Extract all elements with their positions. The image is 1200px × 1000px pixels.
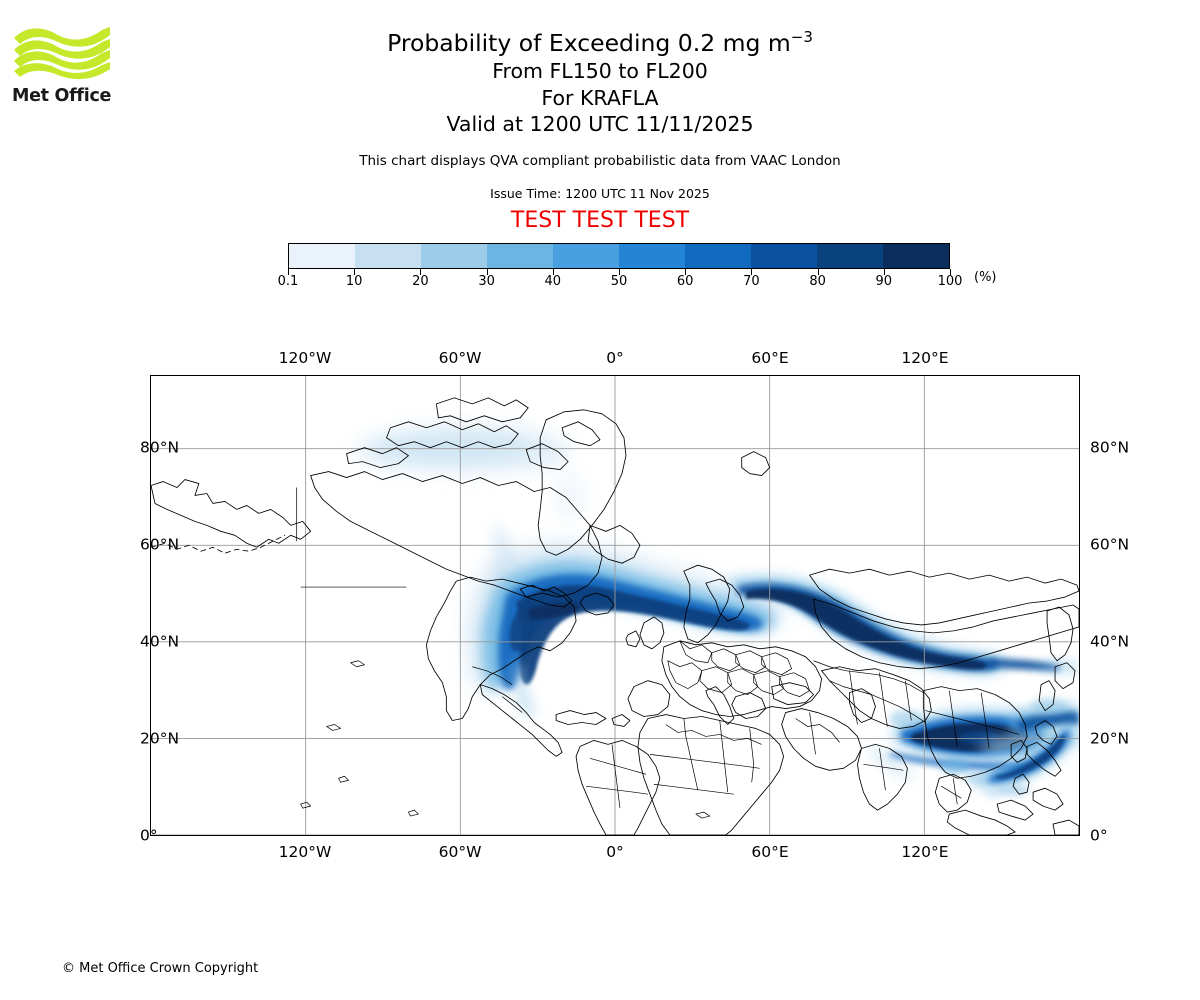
copyright-label: © Met Office Crown Copyright — [62, 961, 259, 976]
colorbar-tick-20 — [420, 269, 422, 275]
lat-tick-right-1: 60°N — [1090, 535, 1130, 554]
colorbar-band-8 — [817, 244, 883, 268]
page-title: Probability of Exceeding 0.2 mg m−3 — [0, 28, 1200, 58]
colorbar-tick-0.1 — [288, 269, 289, 275]
colorbar-bands — [288, 243, 950, 269]
flight-level-subtitle: From FL150 to FL200 — [492, 59, 708, 83]
valid-time-subtitle: Valid at 1200 UTC 11/11/2025 — [446, 112, 754, 136]
lon-tick-top-0: 120°W — [278, 349, 332, 367]
lon-tick-top-3: 60°E — [751, 349, 789, 367]
colorbar-band-9 — [883, 244, 949, 268]
colorbar-band-5 — [619, 244, 685, 268]
coastlines-layer — [151, 397, 1079, 835]
lon-tick-bottom-4: 120°E — [901, 843, 949, 861]
colorbar-tick-90 — [883, 269, 885, 275]
issue-time-label: Issue Time: 1200 UTC 11 Nov 2025 — [490, 185, 710, 201]
colorbar-band-2 — [421, 244, 487, 268]
lon-tick-bottom-0: 120°W — [278, 843, 332, 861]
colorbar-tick-40 — [552, 269, 554, 275]
colorbar-tick-label-80: 80 — [809, 274, 826, 289]
colorbar-tick-80 — [817, 269, 819, 275]
colorbar-tick-label-0.1: 0.1 — [277, 274, 299, 289]
lat-tick-right-4: 0° — [1090, 826, 1108, 845]
lon-tick-top-2: 0° — [606, 349, 624, 367]
probability-colorbar: 0.1 10 20 30 40 50 60 70 80 90 100 — [278, 243, 962, 289]
met-office-wave-icon — [14, 27, 110, 80]
colorbar-tick-label-20: 20 — [412, 274, 429, 289]
colorbar-band-6 — [685, 244, 751, 268]
volcano-subtitle: For KRAFLA — [541, 85, 659, 110]
colorbar-tick-50 — [619, 269, 620, 275]
colorbar-ticks — [288, 269, 951, 277]
colorbar-tick-label-90: 90 — [875, 274, 893, 289]
chart-title-block: Probability of Exceeding 0.2 mg m−3 From… — [0, 0, 1200, 234]
map-canvas — [151, 376, 1079, 835]
lat-tick-right-2: 40°N — [1090, 632, 1130, 651]
colorbar-band-7 — [751, 244, 817, 268]
met-office-logo: Met Office — [12, 22, 112, 114]
world-map-plot[interactable] — [150, 375, 1080, 836]
colorbar-tick-70 — [751, 269, 753, 275]
colorbar-band-3 — [487, 244, 553, 268]
colorbar-band-4 — [553, 244, 619, 268]
colorbar-tick-label-100: 100 — [937, 274, 963, 289]
main-title-text: Probability of Exceeding 0.2 mg m — [387, 29, 791, 57]
country-borders-layer — [296, 487, 1020, 809]
colorbar-band-0 — [289, 244, 355, 268]
qva-compliance-note: This chart displays QVA compliant probab… — [359, 152, 841, 169]
lon-tick-bottom-3: 60°E — [751, 843, 789, 861]
test-banner: TEST TEST TEST — [510, 207, 690, 233]
lon-tick-top-4: 120°E — [901, 349, 949, 367]
ash-probability-field — [355, 425, 1079, 799]
lat-tick-right-0: 80°N — [1090, 438, 1130, 457]
colorbar-tick-label-40: 40 — [544, 274, 562, 289]
colorbar-tick-label-30: 30 — [478, 274, 495, 289]
colorbar-tick-label-50: 50 — [610, 274, 628, 289]
colorbar-tick-label-70: 70 — [743, 274, 760, 289]
colorbar-tick-30 — [486, 269, 488, 275]
colorbar-band-1 — [355, 244, 421, 268]
lon-tick-top-1: 60°W — [438, 349, 482, 367]
lon-tick-bottom-2: 0° — [606, 843, 624, 861]
colorbar-tick-labels: 0.1 10 20 30 40 50 60 70 80 90 100 — [278, 274, 963, 292]
colorbar-unit-label: (%) — [974, 270, 997, 285]
lon-tick-bottom-1: 60°W — [438, 843, 482, 861]
colorbar-tick-60 — [685, 269, 687, 275]
colorbar-tick-100 — [950, 269, 951, 275]
map-gridlines — [151, 376, 1079, 835]
colorbar-tick-label-10: 10 — [345, 274, 363, 289]
main-title-exponent: −3 — [790, 28, 813, 47]
lat-tick-right-3: 20°N — [1090, 729, 1130, 748]
met-office-logo-text: Met Office — [12, 86, 112, 106]
colorbar-tick-10 — [354, 269, 356, 275]
colorbar-tick-label-60: 60 — [676, 274, 694, 289]
